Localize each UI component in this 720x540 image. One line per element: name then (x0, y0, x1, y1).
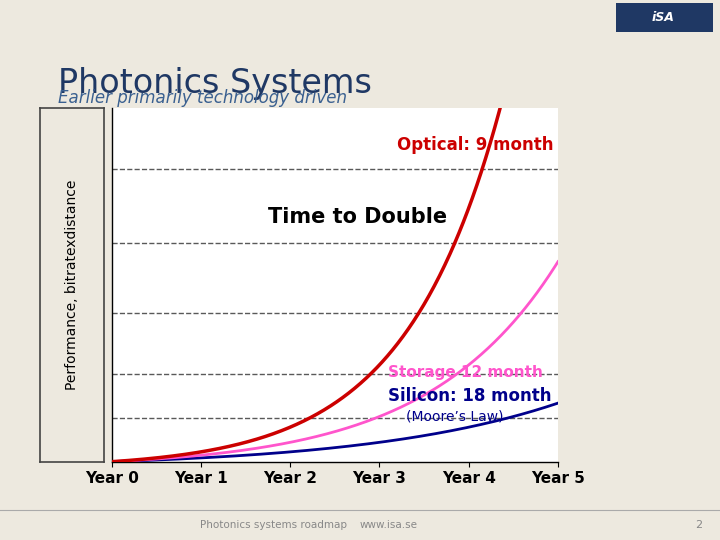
FancyBboxPatch shape (616, 3, 713, 32)
Text: Photonics Systems: Photonics Systems (58, 68, 372, 100)
Text: Photonics systems roadmap: Photonics systems roadmap (200, 520, 347, 530)
Text: iSA: iSA (652, 11, 675, 24)
Text: Optical: 9 month: Optical: 9 month (397, 136, 554, 154)
Text: (Moore’s Law): (Moore’s Law) (406, 409, 504, 423)
Text: 2: 2 (695, 520, 702, 530)
Text: Storage 12 month: Storage 12 month (388, 365, 544, 380)
Text: www.isa.se: www.isa.se (360, 520, 418, 530)
Text: Silicon: 18 month: Silicon: 18 month (388, 387, 552, 405)
Text: Performance, bitratexdistance: Performance, bitratexdistance (65, 180, 79, 390)
Text: Earlier primarily technology driven: Earlier primarily technology driven (58, 89, 346, 107)
Text: Time to Double: Time to Double (268, 207, 447, 227)
